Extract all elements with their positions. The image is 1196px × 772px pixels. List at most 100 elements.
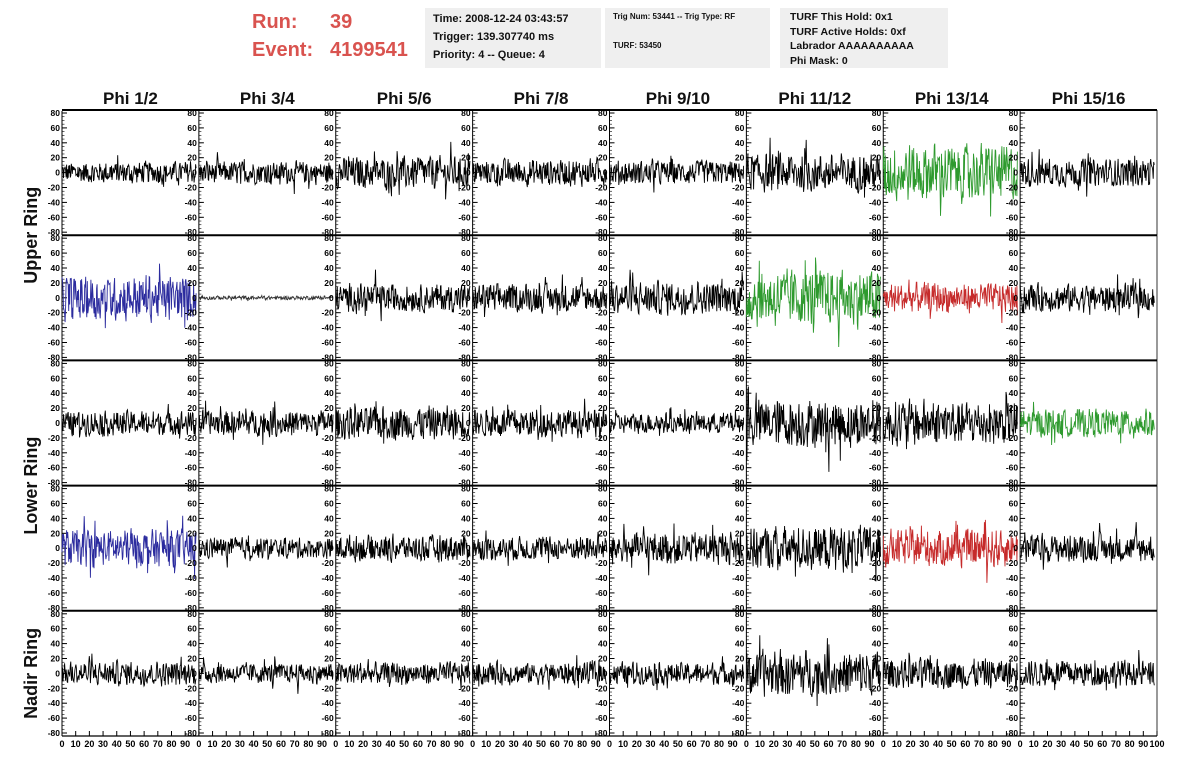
y-tick-label: -20	[321, 308, 334, 318]
y-tick-label: 60	[324, 248, 334, 258]
y-tick-label: -60	[595, 212, 608, 222]
y-tick-label: -60	[732, 713, 745, 723]
y-tick-label: 20	[1009, 153, 1019, 163]
y-tick-label: 80	[1009, 233, 1019, 243]
x-tick-label: 30	[509, 739, 519, 749]
y-tick-label: -80	[732, 728, 745, 738]
y-tick-label: 20	[461, 654, 471, 664]
y-tick-label: -40	[869, 573, 882, 583]
y-tick-label: -60	[1006, 212, 1019, 222]
y-tick-label: 20	[735, 654, 745, 664]
y-tick-label: 0	[466, 293, 471, 303]
y-tick-label: -60	[869, 713, 882, 723]
y-tick-label: -60	[321, 212, 334, 222]
x-tick-label: 80	[577, 739, 587, 749]
y-tick-label: 0	[877, 418, 882, 428]
y-tick-label: 20	[324, 528, 334, 538]
x-tick-label: 60	[550, 739, 560, 749]
x-tick-label: 20	[906, 739, 916, 749]
waveform-trace	[335, 659, 471, 690]
y-tick-label: 40	[872, 138, 882, 148]
y-tick-label: 80	[1009, 484, 1019, 494]
y-tick-label: -20	[732, 308, 745, 318]
x-tick-label: 40	[112, 739, 122, 749]
y-tick-label: 20	[735, 153, 745, 163]
y-tick-label: -20	[185, 308, 198, 318]
y-tick-label: 60	[1009, 123, 1019, 133]
y-tick-label: -80	[48, 728, 61, 738]
column-header: Phi 13/14	[915, 89, 989, 108]
event-label: Event:	[252, 39, 314, 61]
y-tick-label: 40	[187, 639, 197, 649]
x-tick-label: 40	[385, 739, 395, 749]
y-tick-label: 40	[324, 138, 334, 148]
y-tick-label: -80	[869, 352, 882, 362]
y-tick-label: 0	[603, 668, 608, 678]
ring-label: Upper Ring	[21, 187, 41, 284]
y-tick-label: -20	[595, 183, 608, 193]
y-tick-label: -40	[1006, 197, 1019, 207]
y-tick-label: -60	[48, 338, 61, 348]
x-tick-label: 40	[1070, 739, 1080, 749]
x-tick-label: 90	[454, 739, 464, 749]
x-tick-label: 50	[947, 739, 957, 749]
y-tick-label: 60	[187, 248, 197, 258]
y-tick-label: 80	[51, 233, 61, 243]
y-tick-label: -80	[1006, 352, 1019, 362]
y-tick-label: 20	[51, 654, 61, 664]
x-tick-label: 20	[632, 739, 642, 749]
y-tick-label: 0	[740, 668, 745, 678]
y-tick-label: -40	[869, 448, 882, 458]
y-tick-label: -40	[458, 197, 471, 207]
y-tick-label: -20	[48, 433, 61, 443]
y-tick-label: 0	[877, 293, 882, 303]
y-tick-label: -60	[458, 212, 471, 222]
y-tick-label: 80	[598, 484, 608, 494]
x-tick-label: 100	[1149, 739, 1164, 749]
y-tick-label: 80	[324, 609, 334, 619]
waveform-trace	[882, 519, 1018, 583]
y-tick-label: -20	[458, 558, 471, 568]
y-tick-label: -40	[321, 197, 334, 207]
waveform-trace	[335, 141, 471, 200]
y-tick-label: -20	[595, 433, 608, 443]
y-tick-label: 0	[55, 668, 60, 678]
y-tick-label: -80	[1006, 728, 1019, 738]
x-tick-label: 20	[769, 739, 779, 749]
y-tick-label: 60	[51, 248, 61, 258]
x-tick-label: 30	[98, 739, 108, 749]
y-tick-label: 40	[735, 513, 745, 523]
y-tick-label: -60	[595, 588, 608, 598]
y-tick-label: -60	[732, 338, 745, 348]
y-tick-label: 60	[598, 373, 608, 383]
y-tick-label: 40	[735, 388, 745, 398]
y-tick-label: -40	[1006, 573, 1019, 583]
y-tick-label: 20	[598, 153, 608, 163]
y-tick-label: -20	[48, 183, 61, 193]
y-tick-label: 20	[598, 528, 608, 538]
y-tick-label: 20	[598, 278, 608, 288]
y-tick-label: 60	[324, 123, 334, 133]
y-tick-label: 60	[598, 248, 608, 258]
y-tick-label: -80	[595, 352, 608, 362]
x-tick-label: 10	[618, 739, 628, 749]
y-tick-label: -20	[321, 183, 334, 193]
y-tick-label: -80	[869, 603, 882, 613]
x-tick-label: 0	[333, 739, 338, 749]
y-tick-label: -20	[458, 308, 471, 318]
column-header: Phi 1/2	[103, 89, 158, 108]
y-tick-label: 80	[324, 108, 334, 118]
waveform-trace	[745, 635, 881, 707]
y-tick-label: 80	[461, 609, 471, 619]
y-tick-label: 20	[461, 153, 471, 163]
waveform-trace	[335, 401, 471, 444]
y-tick-label: 80	[461, 358, 471, 368]
y-tick-label: -80	[732, 227, 745, 237]
y-tick-label: 60	[598, 499, 608, 509]
trig-info-box: Trig Num: 53441 -- Trig Type: RF TURF: 5…	[605, 8, 770, 68]
y-tick-label: 20	[1009, 528, 1019, 538]
x-tick-label: 80	[166, 739, 176, 749]
y-tick-label: 0	[329, 293, 334, 303]
y-tick-label: -20	[732, 183, 745, 193]
x-tick-label: 60	[687, 739, 697, 749]
